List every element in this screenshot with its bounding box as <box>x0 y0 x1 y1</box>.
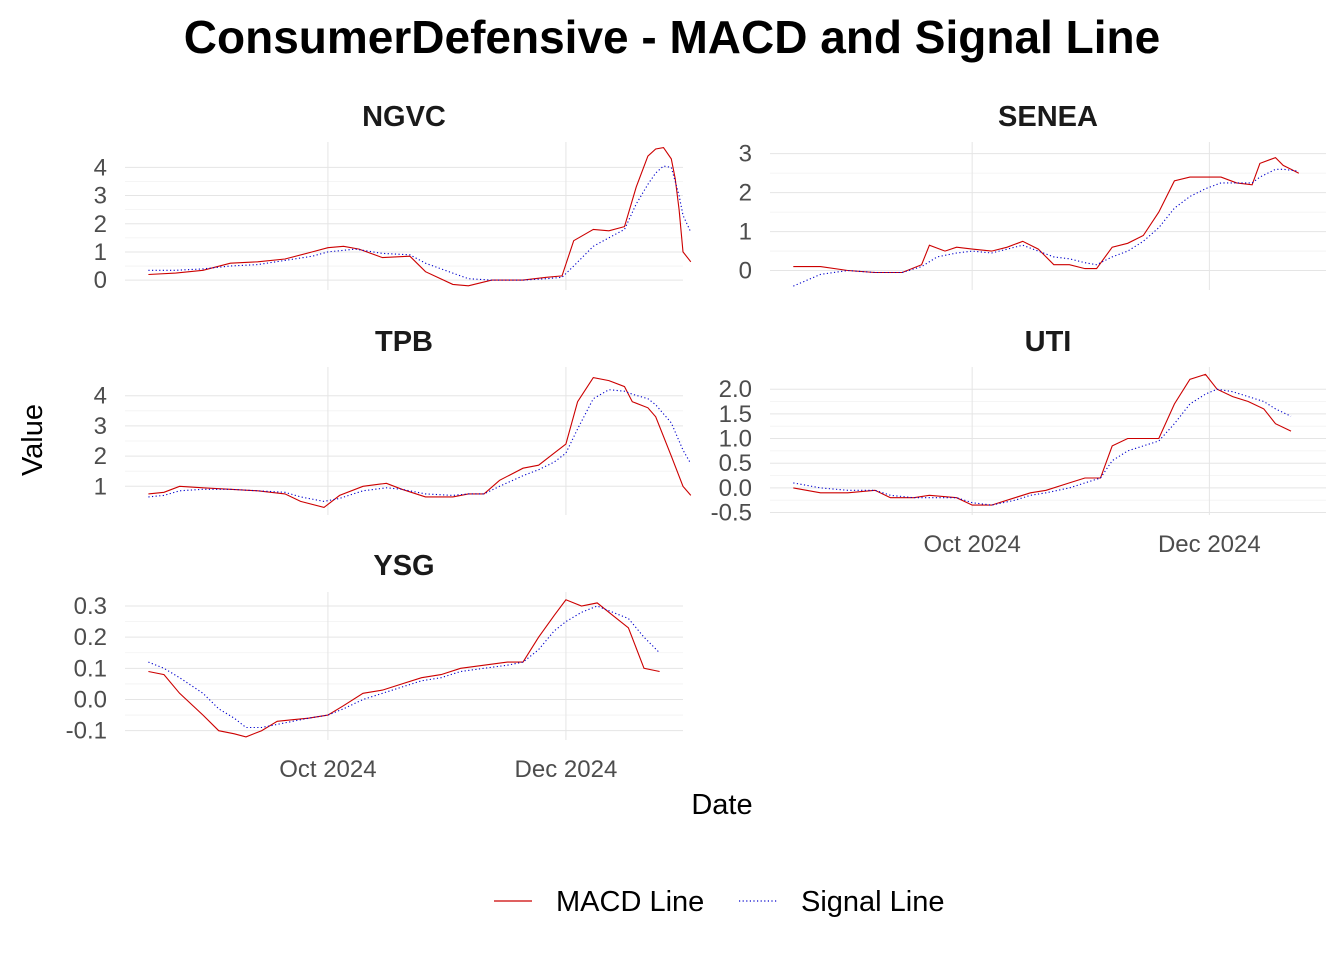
facet-panel-senea: SENEA 0 1 2 3 <box>739 101 1326 290</box>
y-tick-label: 0.3 <box>74 593 107 620</box>
signal-line-series <box>148 165 692 281</box>
y-tick-label: 0 <box>94 267 107 294</box>
facet-panel-ysg: YSG -0.1 0.0 0.1 0.2 0.3 Oct 2024 Dec 2024 <box>66 550 683 783</box>
facet-panel-tpb: TPB 1 2 3 4 <box>94 326 692 515</box>
x-tick-label: Dec 2024 <box>1158 531 1261 558</box>
y-tick-label: 4 <box>94 154 107 181</box>
y-tick-label: -0.5 <box>711 500 752 527</box>
y-tick-label: 1 <box>739 219 752 246</box>
x-tick-label: Oct 2024 <box>279 756 376 783</box>
legend: MACD Line Signal Line <box>494 886 945 918</box>
facet-panels: NGVC01234SENEA0123TPB1234UTI-0.50.00.51.… <box>66 101 1326 783</box>
y-tick-label: 2 <box>739 180 752 207</box>
y-tick-label: 1 <box>94 239 107 266</box>
legend-signal-label: Signal Line <box>801 886 945 918</box>
y-tick-label: 0.0 <box>719 475 752 502</box>
y-tick-label: 0.0 <box>74 686 107 713</box>
macd-line-series <box>148 376 692 508</box>
macd-line-series <box>148 146 692 287</box>
panel-title: NGVC <box>362 101 446 133</box>
legend-macd-label: MACD Line <box>556 886 704 918</box>
y-tick-label: 0.2 <box>74 624 107 651</box>
signal-line-series <box>148 389 692 502</box>
macd-line-series <box>793 373 1292 506</box>
y-tick-label: 2.0 <box>719 376 752 403</box>
macd-line-series <box>148 599 660 738</box>
y-tick-label: 0.5 <box>719 450 752 477</box>
y-tick-label: 3 <box>739 141 752 168</box>
y-tick-label: 3 <box>94 413 107 440</box>
y-tick-label: -0.1 <box>66 718 107 745</box>
x-axis-title: Date <box>691 789 752 821</box>
facet-panel-uti: UTI -0.50.00.51.01.52.0 Oct 2024 Dec 2024 <box>711 326 1326 558</box>
panel-title: TPB <box>375 326 433 358</box>
y-tick-label: 1.5 <box>719 401 752 428</box>
y-axis-title: Value <box>17 404 49 476</box>
y-tick-label: 3 <box>94 183 107 210</box>
y-tick-label: 4 <box>94 383 107 410</box>
y-tick-label: 1 <box>94 473 107 500</box>
x-tick-label: Oct 2024 <box>923 531 1020 558</box>
y-tick-label: 2 <box>94 211 107 238</box>
x-tick-label: Dec 2024 <box>515 756 618 783</box>
signal-line-series <box>148 605 660 729</box>
macd-line-series <box>793 156 1300 274</box>
chart-title: ConsumerDefensive - MACD and Signal Line <box>183 11 1161 63</box>
panel-title: UTI <box>1025 326 1072 358</box>
panel-title: YSG <box>373 550 434 582</box>
y-tick-label: 1.0 <box>719 426 752 453</box>
signal-line-series <box>793 168 1299 287</box>
panel-title: SENEA <box>998 101 1098 133</box>
y-tick-label: 2 <box>94 443 107 470</box>
y-tick-label: 0 <box>739 258 752 285</box>
y-tick-label: 0.1 <box>74 655 107 682</box>
